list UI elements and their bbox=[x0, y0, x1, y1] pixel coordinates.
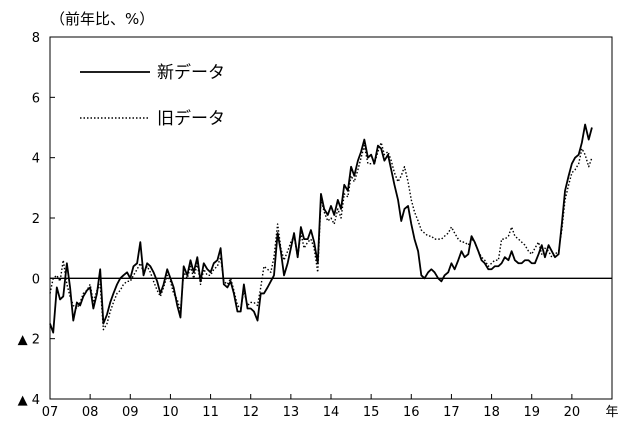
x-tick-label: 20 bbox=[564, 405, 581, 420]
x-tick-label: 17 bbox=[443, 405, 460, 420]
x-tick-label: 14 bbox=[323, 405, 340, 420]
legend: 新データ 旧データ bbox=[80, 62, 225, 129]
series-line-1 bbox=[49, 141, 593, 331]
y-axis-unit-label: （前年比、%） bbox=[50, 10, 154, 28]
x-tick-label: 18 bbox=[483, 405, 500, 420]
x-tick-label: 15 bbox=[363, 405, 380, 420]
x-tick-label: 13 bbox=[283, 405, 300, 420]
x-tick-label: 08 bbox=[82, 405, 99, 420]
x-tick-label: 10 bbox=[162, 405, 179, 420]
legend-label-old-data: 旧データ bbox=[157, 108, 225, 129]
y-tick-label: 2 bbox=[32, 212, 40, 227]
x-tick-label: 19 bbox=[523, 405, 540, 420]
x-tick-label: 07 bbox=[42, 405, 59, 420]
x-tick-label: 09 bbox=[122, 405, 139, 420]
x-axis-ticks: 07 08 09 10 11 12 13 14 15 16 17 18 19 20 bbox=[42, 394, 613, 420]
y-axis-ticks: 8 6 4 2 0 ▲ 2 ▲ 4 bbox=[18, 31, 55, 408]
y-tick-label: 8 bbox=[32, 31, 40, 46]
y-tick-label: ▲ 4 bbox=[18, 393, 40, 408]
legend-label-new-data: 新データ bbox=[157, 62, 225, 83]
y-tick-label: 6 bbox=[32, 91, 40, 106]
y-tick-label: 0 bbox=[32, 272, 40, 287]
x-axis-end-label: 年 bbox=[605, 405, 618, 420]
series-layer bbox=[49, 123, 593, 334]
y-tick-label: 4 bbox=[32, 152, 40, 167]
x-tick-label: 11 bbox=[202, 405, 219, 420]
x-tick-label: 16 bbox=[403, 405, 420, 420]
y-tick-label: ▲ 2 bbox=[18, 333, 40, 348]
x-tick-label: 12 bbox=[242, 405, 259, 420]
series-line-0 bbox=[49, 123, 593, 334]
